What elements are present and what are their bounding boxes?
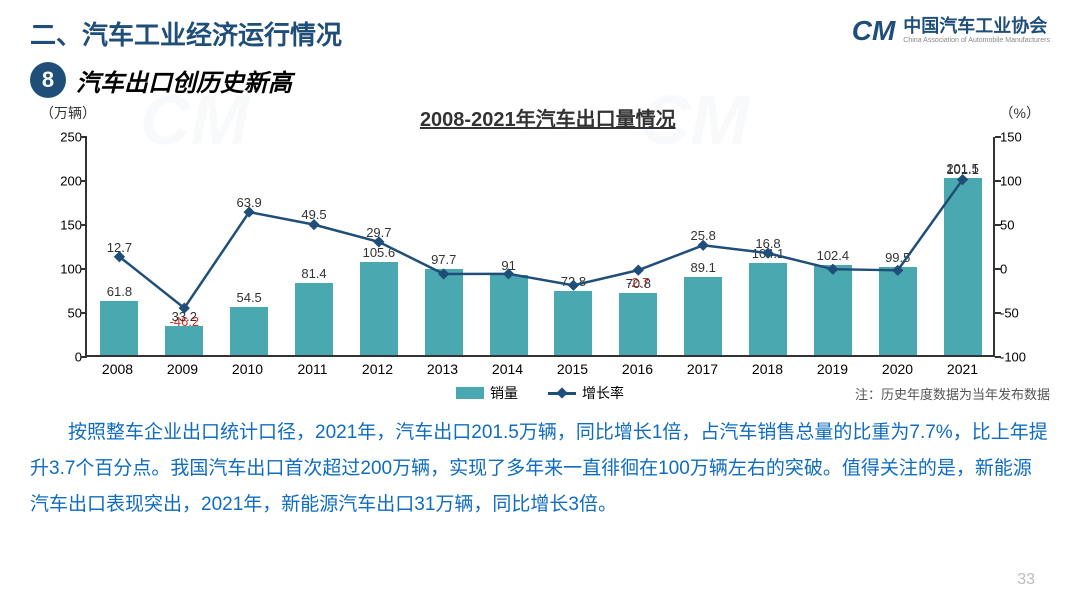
bar-value-label: 54.5 — [236, 290, 261, 305]
y-right-tick: 100 — [1000, 174, 1040, 189]
x-tick: 2008 — [85, 361, 150, 377]
x-tick: 2014 — [475, 361, 540, 377]
bar — [360, 262, 398, 355]
x-tick: 2011 — [280, 361, 345, 377]
legend-bar: 销量 — [456, 383, 518, 403]
header: 二、汽车工业经济运行情况 CM 中国汽车工业协会 China Associati… — [0, 0, 1080, 52]
bar-value-label: 89.1 — [691, 260, 716, 275]
subtitle-row: 8 汽车出口创历史新高 — [0, 52, 1080, 98]
bar — [230, 307, 268, 355]
bar-value-label: 99.5 — [885, 250, 910, 265]
growth-label: 49.5 — [301, 207, 326, 222]
y-left-tick: 150 — [42, 218, 82, 233]
x-axis: 2008200920102011201220132014201520162017… — [85, 361, 995, 377]
y-right-tick: 0 — [1000, 262, 1040, 277]
section-title: 二、汽车工业经济运行情况 — [30, 15, 342, 52]
logo-icon: CM — [852, 15, 896, 47]
bar-value-label: 102.4 — [817, 248, 850, 263]
legend: 销量 增长率 注：历史年度数据为当年发布数据 — [30, 383, 1050, 403]
bar — [425, 269, 463, 355]
x-tick: 2015 — [540, 361, 605, 377]
bar-value-label: 105.6 — [363, 245, 396, 260]
chart-note: 注：历史年度数据为当年发布数据 — [855, 384, 1050, 403]
chart: （万辆） 2008-2021年汽车出口量情况 （%） 12.761.8-46.2… — [30, 103, 1050, 403]
growth-label: 25.8 — [691, 228, 716, 243]
y-left-tick: 50 — [42, 306, 82, 321]
bar-value-label: 97.7 — [431, 252, 456, 267]
y-left-tick: 0 — [42, 350, 82, 365]
description-text: 按照整车企业出口统计口径，2021年，汽车出口201.5万辆，同比增长1倍，占汽… — [0, 403, 1080, 523]
x-tick: 2016 — [605, 361, 670, 377]
y-left-tick: 250 — [42, 130, 82, 145]
plot-area: 12.761.8-46.233.263.954.549.581.429.7105… — [85, 137, 995, 357]
x-tick: 2019 — [800, 361, 865, 377]
section-badge: 8 — [30, 62, 66, 98]
bar — [684, 277, 722, 355]
bar-value-label: 104.1 — [752, 246, 785, 261]
y-left-tick: 200 — [42, 174, 82, 189]
x-tick: 2017 — [670, 361, 735, 377]
bar — [165, 326, 203, 355]
bar-value-label: 61.8 — [107, 284, 132, 299]
bar — [554, 291, 592, 355]
y-right-tick: -50 — [1000, 306, 1040, 321]
bar — [619, 293, 657, 355]
x-tick: 2012 — [345, 361, 410, 377]
y-right-tick: 150 — [1000, 130, 1040, 145]
growth-label: 12.7 — [107, 240, 132, 255]
y-left-tick: 100 — [42, 262, 82, 277]
x-tick: 2020 — [865, 361, 930, 377]
bar — [490, 275, 528, 355]
x-tick: 2010 — [215, 361, 280, 377]
legend-line: 增长率 — [548, 383, 624, 403]
x-tick: 2009 — [150, 361, 215, 377]
bar-value-label: 70.8 — [626, 276, 651, 291]
logo-text-cn: 中国汽车工业协会 — [903, 17, 1050, 37]
bar-value-label: 91 — [501, 258, 515, 273]
y-right-tick: -100 — [1000, 350, 1040, 365]
bar-value-label: 33.2 — [172, 309, 197, 324]
bar — [814, 265, 852, 355]
bar — [100, 301, 138, 355]
bar-value-label: 72.8 — [561, 274, 586, 289]
bar-value-label: 201.5 — [946, 161, 979, 176]
x-tick: 2021 — [930, 361, 995, 377]
logo: CM 中国汽车工业协会 China Association of Automob… — [852, 15, 1050, 47]
bar — [295, 283, 333, 355]
bar-value-label: 81.4 — [301, 266, 326, 281]
bar — [749, 263, 787, 355]
x-tick: 2013 — [410, 361, 475, 377]
bar — [944, 178, 982, 355]
page-number: 33 — [1017, 571, 1035, 589]
subtitle-text: 汽车出口创历史新高 — [76, 63, 292, 98]
chart-title: 2008-2021年汽车出口量情况 — [420, 103, 676, 132]
y-right-tick: 50 — [1000, 218, 1040, 233]
logo-text-en: China Association of Automobile Manufact… — [903, 37, 1050, 45]
x-tick: 2018 — [735, 361, 800, 377]
bar — [879, 267, 917, 355]
growth-label: 63.9 — [236, 195, 261, 210]
growth-label: 29.7 — [366, 225, 391, 240]
